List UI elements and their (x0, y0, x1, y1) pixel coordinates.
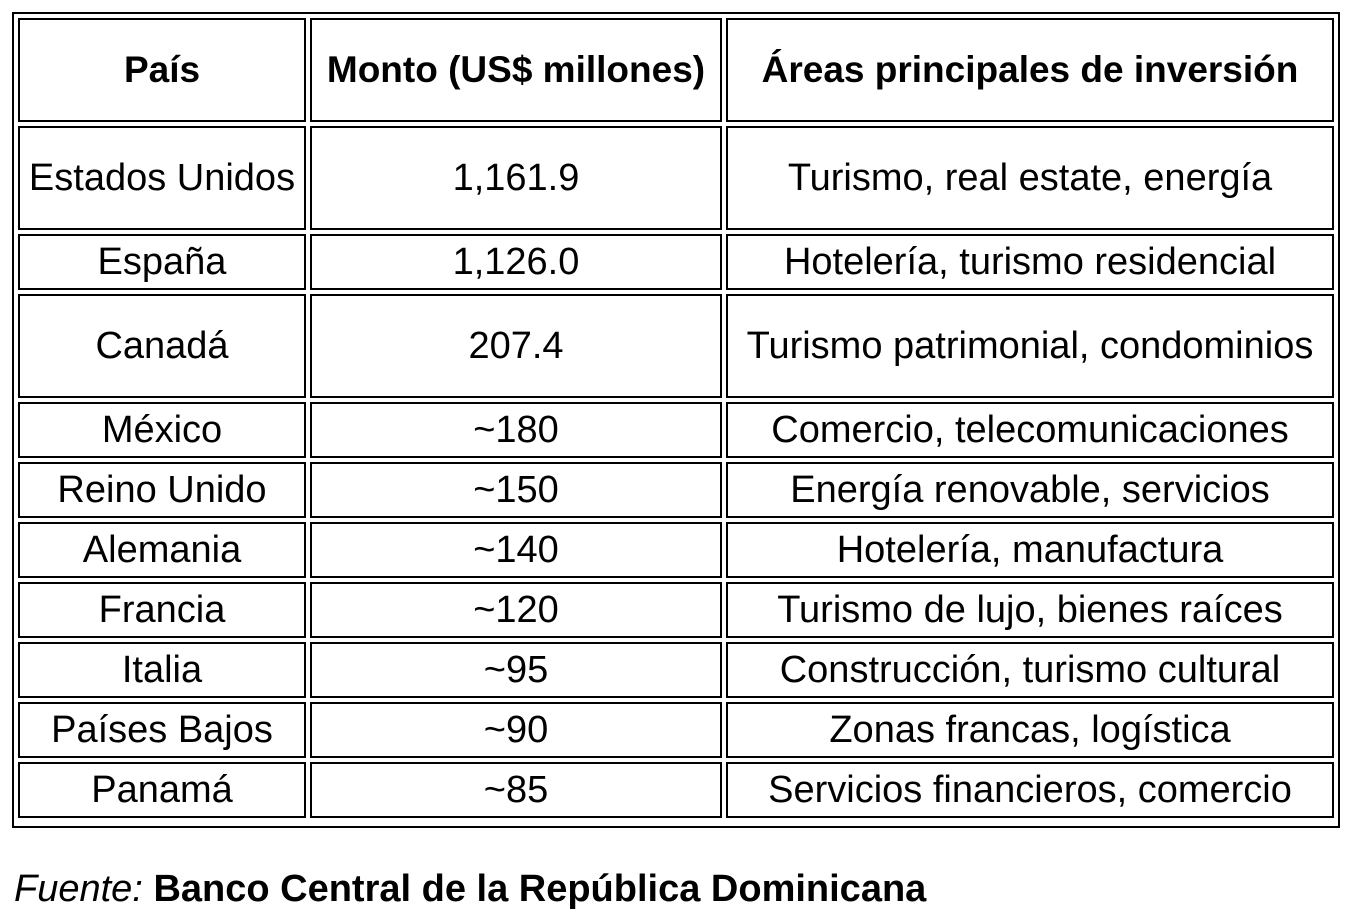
cell-areas: Energía renovable, servicios (726, 462, 1334, 518)
investment-table: País Monto (US$ millones) Áreas principa… (14, 14, 1338, 822)
table-row: Francia ~120 Turismo de lujo, bienes raí… (18, 582, 1334, 638)
cell-areas: Construcción, turismo cultural (726, 642, 1334, 698)
cell-monto: 1,126.0 (310, 234, 722, 290)
cell-monto: ~85 (310, 762, 722, 818)
cell-pais: Francia (18, 582, 306, 638)
table-row: Canadá 207.4 Turismo patrimonial, condom… (18, 294, 1334, 398)
cell-pais: México (18, 402, 306, 458)
cell-areas: Zonas francas, logística (726, 702, 1334, 758)
cell-pais: Italia (18, 642, 306, 698)
table-row: Reino Unido ~150 Energía renovable, serv… (18, 462, 1334, 518)
cell-pais: España (18, 234, 306, 290)
cell-pais: Reino Unido (18, 462, 306, 518)
cell-pais: Alemania (18, 522, 306, 578)
cell-areas: Turismo patrimonial, condominios (726, 294, 1334, 398)
cell-monto: ~95 (310, 642, 722, 698)
table-row: Estados Unidos 1,161.9 Turismo, real est… (18, 126, 1334, 230)
cell-monto: 207.4 (310, 294, 722, 398)
cell-monto: ~90 (310, 702, 722, 758)
table-row: México ~180 Comercio, telecomunicaciones (18, 402, 1334, 458)
header-monto: Monto (US$ millones) (310, 18, 722, 122)
table-row: Italia ~95 Construcción, turismo cultura… (18, 642, 1334, 698)
cell-pais: Países Bajos (18, 702, 306, 758)
source-label: Fuente: (14, 868, 143, 910)
table-row: Alemania ~140 Hotelería, manufactura (18, 522, 1334, 578)
cell-areas: Servicios financieros, comercio (726, 762, 1334, 818)
source-note: Fuente: Banco Central de la República Do… (14, 866, 926, 912)
cell-monto: 1,161.9 (310, 126, 722, 230)
cell-pais: Canadá (18, 294, 306, 398)
cell-monto: ~140 (310, 522, 722, 578)
cell-pais: Estados Unidos (18, 126, 306, 230)
cell-areas: Turismo de lujo, bienes raíces (726, 582, 1334, 638)
cell-areas: Hotelería, manufactura (726, 522, 1334, 578)
table-row: Panamá ~85 Servicios financieros, comerc… (18, 762, 1334, 818)
cell-areas: Comercio, telecomunicaciones (726, 402, 1334, 458)
source-name: Banco Central de la República Dominicana (153, 868, 927, 910)
table-row: España 1,126.0 Hotelería, turismo reside… (18, 234, 1334, 290)
header-areas: Áreas principales de inversión (726, 18, 1334, 122)
investment-table-frame: País Monto (US$ millones) Áreas principa… (12, 12, 1340, 828)
table-row: Países Bajos ~90 Zonas francas, logístic… (18, 702, 1334, 758)
header-pais: País (18, 18, 306, 122)
cell-monto: ~120 (310, 582, 722, 638)
cell-monto: ~150 (310, 462, 722, 518)
cell-areas: Turismo, real estate, energía (726, 126, 1334, 230)
cell-areas: Hotelería, turismo residencial (726, 234, 1334, 290)
table-header-row: País Monto (US$ millones) Áreas principa… (18, 18, 1334, 122)
cell-pais: Panamá (18, 762, 306, 818)
cell-monto: ~180 (310, 402, 722, 458)
